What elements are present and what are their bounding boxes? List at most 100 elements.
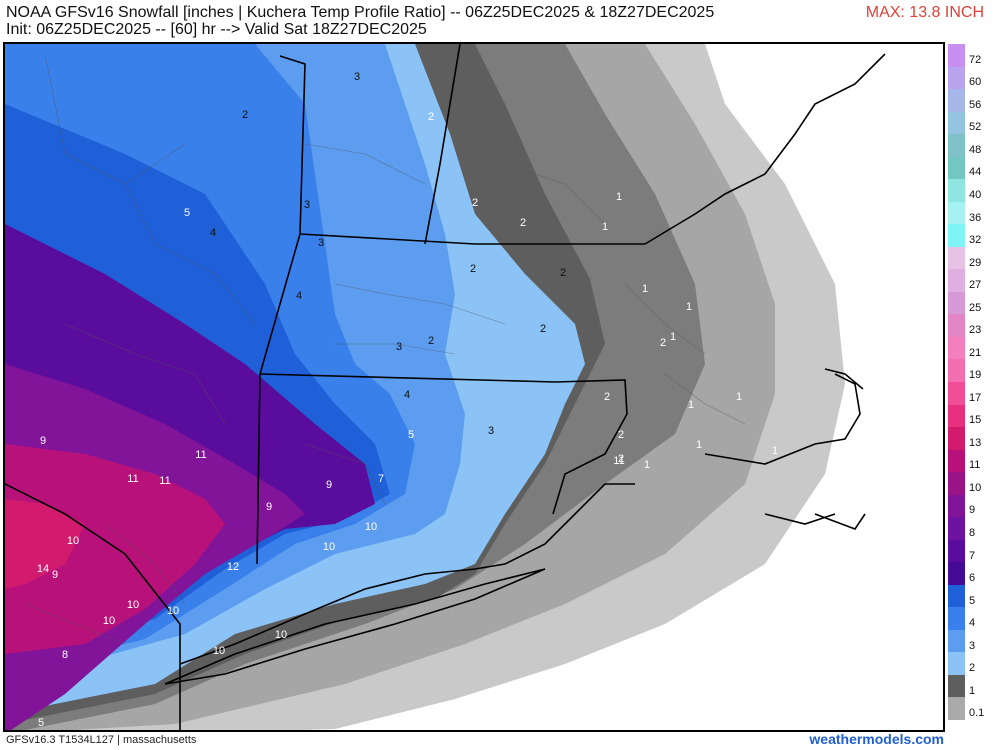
- colorbar-swatch: [948, 584, 965, 608]
- colorbar-swatch: [948, 66, 965, 90]
- snowfall-value-label: 3: [304, 199, 310, 211]
- colorbar-swatch: [948, 404, 965, 428]
- colorbar-tick-label: 5: [969, 594, 976, 607]
- state-border-vt-nh: [279, 55, 306, 235]
- snowfall-value-label: 11: [613, 455, 624, 467]
- colorbar-tick-label: 23: [969, 324, 982, 337]
- snowfall-value-label: 7: [378, 473, 384, 485]
- snowfall-value-label: 1: [696, 439, 702, 451]
- colorbar-tick-label: 17: [969, 391, 982, 404]
- colorbar-tick-label: 29: [969, 256, 982, 269]
- coast-mass-east: [644, 53, 886, 245]
- snowfall-value-label: 2: [428, 111, 434, 123]
- snowfall-value-label: 10: [323, 541, 335, 553]
- state-border-ma-north: [299, 233, 645, 245]
- boundaries: [5, 44, 886, 730]
- ny-nj-border: [5, 483, 181, 730]
- snowfall-map: 3 2 2 5 4 3 2 2 1 1 3 2 2 4 1 2 1 3 2 2 1 4 2 1 1 5 3 2 1 9 11 1 1 2 7 9 11 1…: [3, 42, 945, 732]
- county-lines: [24, 53, 746, 645]
- colorbar-tick-label: 8: [969, 526, 976, 539]
- colorbar-swatch: [948, 44, 965, 68]
- source-link[interactable]: weathermodels.com: [809, 731, 944, 747]
- colorbar-tick-label: 6: [969, 572, 976, 585]
- colorbar-swatch: [948, 494, 965, 518]
- snowfall-value-label: 5: [38, 717, 44, 729]
- snowfall-value-label: 2: [618, 429, 624, 441]
- snowfall-value-label: 10: [275, 629, 287, 641]
- snowfall-value-label: 3: [354, 71, 360, 83]
- snowfall-value-label: 1: [616, 191, 622, 203]
- state-border-ri: [552, 379, 628, 515]
- model-info: GFSv16.3 T1534L127 | massachusetts: [6, 734, 197, 746]
- colorbar-tick-label: 2: [969, 662, 976, 675]
- band-11in: [5, 444, 225, 654]
- colorbar-swatch: [948, 314, 965, 338]
- snowfall-value-label: 2: [660, 337, 666, 349]
- colorbar-swatch: [948, 89, 965, 113]
- snowfall-value-label: 10: [213, 645, 225, 657]
- colorbar-tick-label: 48: [969, 143, 982, 156]
- colorbar-tick-label: 1: [969, 684, 976, 697]
- state-border-ma-ny: [259, 233, 301, 375]
- band-13in: [5, 499, 85, 589]
- snowfall-value-label: 1: [670, 331, 676, 343]
- colorbar-swatch: [948, 201, 965, 225]
- title-line-1: NOAA GFSv16 Snowfall [inches | Kuchera T…: [6, 4, 715, 21]
- snowfall-value-label: 2: [470, 263, 476, 275]
- snowfall-value-label: 14: [37, 563, 49, 575]
- snowfall-value-label: 2: [520, 217, 526, 229]
- colorbar-swatch: [948, 156, 965, 180]
- snowfall-value-label: 2: [428, 335, 434, 347]
- snowfall-value-label: 1: [642, 283, 648, 295]
- snowfall-value-label: 3: [488, 425, 494, 437]
- colorbar-swatch: [948, 697, 965, 721]
- snowfall-value-label: 9: [40, 435, 46, 447]
- colorbar-swatch: [948, 607, 965, 631]
- colorbar-tick-label: 32: [969, 234, 982, 247]
- colorbar-tick-label: 13: [969, 436, 982, 449]
- snowfall-value-label: 1: [644, 459, 650, 471]
- colorbar-swatch: [948, 427, 965, 451]
- colorbar-swatch: [948, 449, 965, 473]
- colorbar-swatch: [948, 472, 965, 496]
- colorbar-tick-label: 0.1: [969, 707, 985, 720]
- colorbar-tick-label: 44: [969, 166, 982, 179]
- snowfall-value-label: 9: [52, 569, 58, 581]
- snowfall-value-label: 3: [318, 237, 324, 249]
- snowfall-value-label: 2: [472, 197, 478, 209]
- colorbar-swatch: [948, 359, 965, 383]
- colorbar-tick-label: 27: [969, 279, 982, 292]
- snowfall-bands: [5, 44, 845, 730]
- colorbar-tick-label: 21: [969, 346, 982, 359]
- snowfall-value-label: 10: [103, 615, 115, 627]
- snowfall-value-label: 1: [736, 391, 742, 403]
- colorbar-swatch: [948, 224, 965, 248]
- colorbar-tick-label: 56: [969, 98, 982, 111]
- snowfall-value-label: 1: [602, 221, 608, 233]
- snowfall-value-label: 4: [296, 290, 302, 302]
- snowfall-value-label: 2: [560, 267, 566, 279]
- state-border-nh-me: [424, 44, 461, 245]
- state-border-ct-ny: [256, 373, 261, 565]
- colorbar-swatch: [948, 246, 965, 270]
- snowfall-value-label: 11: [127, 473, 138, 485]
- colorbar: [948, 44, 965, 721]
- colorbar-swatch: [948, 269, 965, 293]
- coast-ct: [179, 483, 635, 665]
- snowfall-value-label: 11: [159, 475, 170, 487]
- state-border-ct-north: [259, 373, 556, 383]
- colorbar-tick-label: 19: [969, 369, 982, 382]
- chart-title: NOAA GFSv16 Snowfall [inches | Kuchera T…: [6, 4, 714, 38]
- colorbar-tick-label: 40: [969, 188, 982, 201]
- colorbar-tick-label: 60: [969, 76, 982, 89]
- colorbar-tick-label: 36: [969, 211, 982, 224]
- colorbar-swatch: [948, 629, 965, 653]
- colorbar-swatch: [948, 652, 965, 676]
- snowfall-value-label: 1: [686, 301, 692, 313]
- colorbar-tick-label: 7: [969, 549, 976, 562]
- snowfall-value-label: 4: [404, 389, 410, 401]
- colorbar-swatch: [948, 336, 965, 360]
- colorbar-swatch: [948, 134, 965, 158]
